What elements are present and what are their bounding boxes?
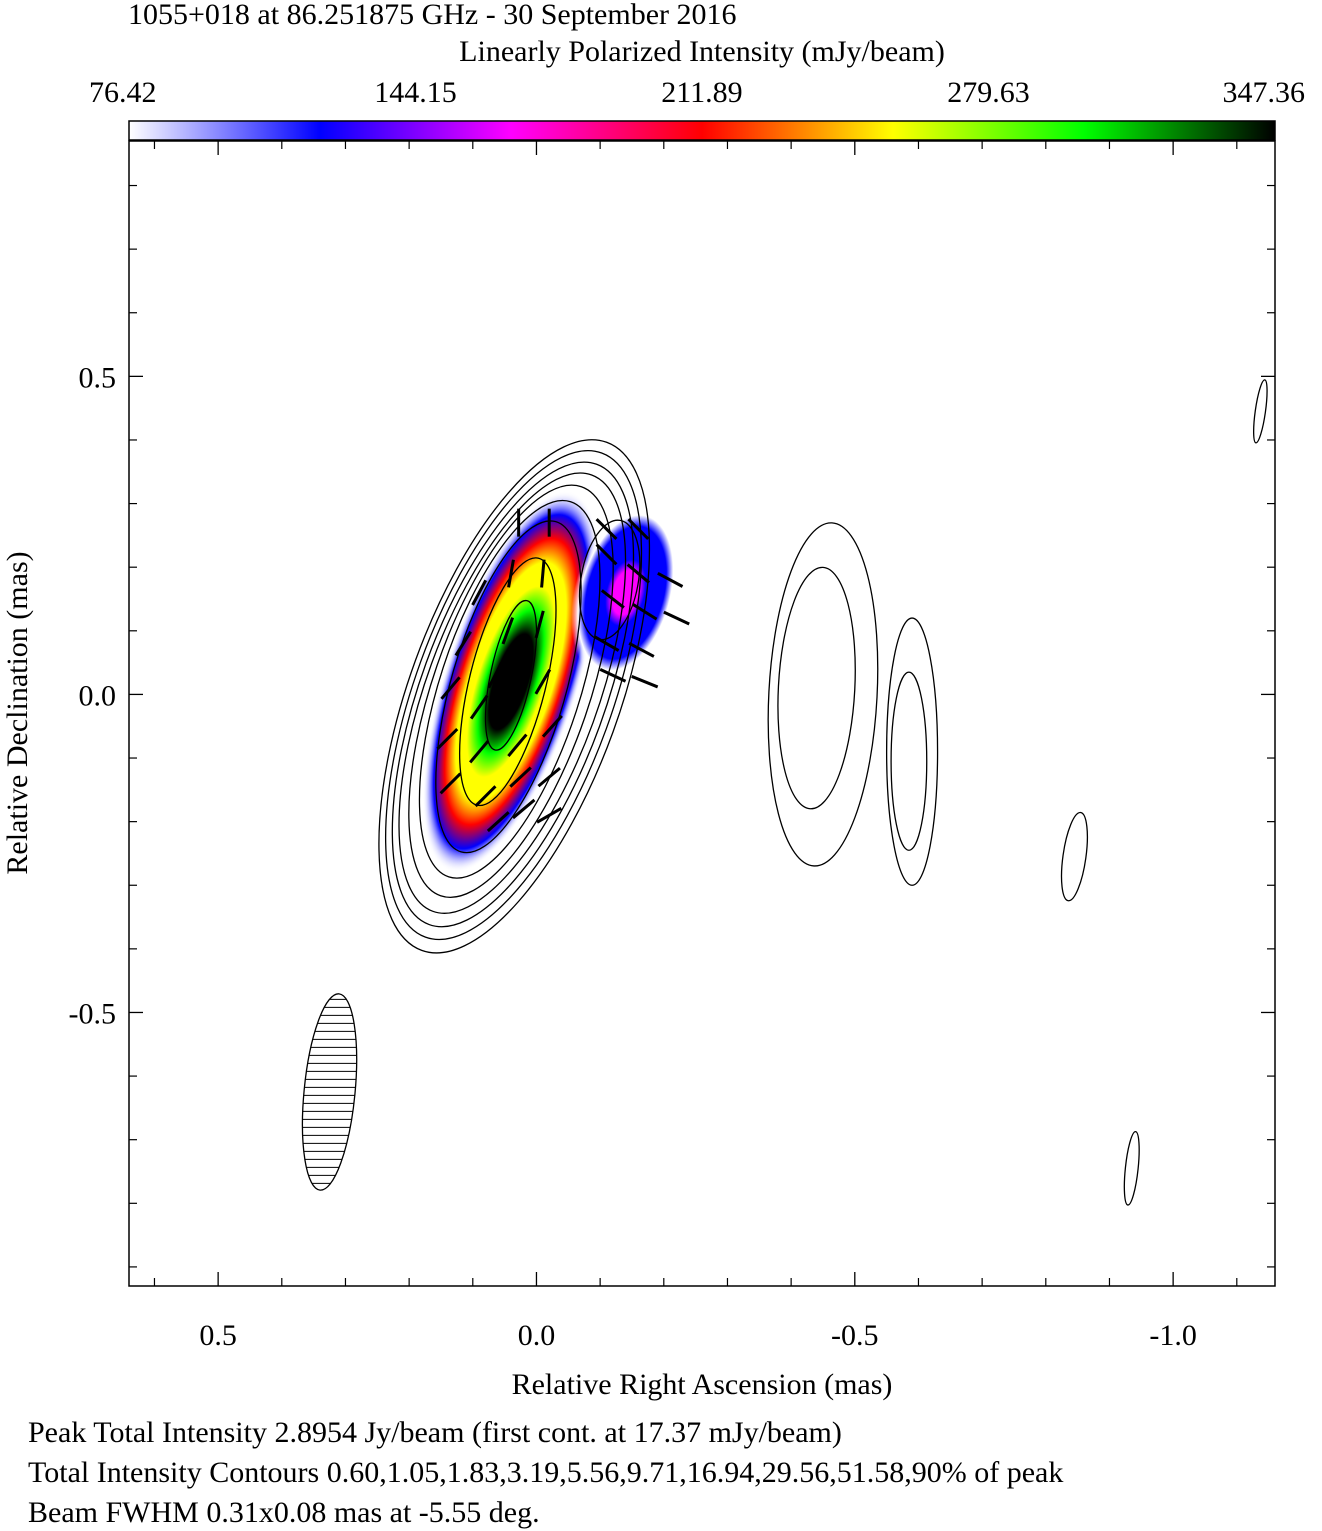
evpa-tick	[513, 642, 528, 670]
evpa-tick	[540, 559, 546, 588]
evpa-tick	[501, 617, 515, 645]
evpa-tick	[632, 603, 658, 621]
x-tick-label: 0.0	[518, 1319, 556, 1352]
colorbar-tick-label: 76.42	[89, 76, 157, 109]
evpa-tick	[487, 662, 503, 689]
evpa-tick	[663, 610, 690, 626]
evpa-tick	[509, 766, 532, 788]
evpa-tick	[541, 714, 563, 738]
evpa-tick	[657, 572, 684, 588]
evpa-tick	[536, 806, 563, 824]
x-tick-label: 0.5	[199, 1319, 237, 1352]
footer-peak-intensity: Peak Total Intensity 2.8954 Jy/beam (fir…	[28, 1416, 842, 1449]
polarized-component	[1056, 715, 1086, 788]
contour-line	[885, 617, 939, 886]
colorbar-tick-label: 211.89	[661, 76, 742, 109]
evpa-tick	[469, 694, 489, 720]
y-tick-label: 0.5	[79, 361, 117, 394]
contour-line	[484, 599, 538, 751]
colorbar-tick-label: 144.15	[374, 76, 457, 109]
total-intensity-contours	[378, 379, 1268, 1206]
evpa-tick	[537, 766, 561, 788]
contour-line	[391, 461, 635, 928]
y-tick-label: -0.5	[69, 997, 117, 1030]
contour-line	[1252, 379, 1268, 444]
plot-frame	[128, 140, 1276, 1287]
contour-line	[1123, 1130, 1140, 1206]
colorbar-tick-labels: 76.42 144.15 211.89 279.63 347.36	[89, 76, 1305, 109]
colorbar	[128, 120, 1276, 141]
y-axis-label: Relative Declination (mas)	[1, 551, 34, 874]
x-tick-label: -1.0	[1149, 1319, 1197, 1352]
evpa-tick	[627, 518, 650, 540]
contour-line	[435, 520, 582, 854]
contour-line	[418, 499, 601, 879]
evpa-tick	[595, 518, 618, 540]
evpa-tick	[469, 739, 490, 764]
evpa-tick	[600, 589, 625, 609]
evpa-tick	[631, 675, 659, 689]
contour-line	[890, 671, 928, 851]
footer-beam-fwhm: Beam FWHM 0.31x0.08 mas at -5.55 deg.	[28, 1496, 540, 1529]
figure-title: 1055+018 at 86.251875 GHz - 30 September…	[128, 0, 737, 31]
contour-line	[398, 472, 627, 914]
evpa-tick	[471, 579, 488, 606]
evpa-tick	[486, 811, 510, 833]
axes: 0.5 0.0 -0.5 -1.0 0.5 0.0 -0.5	[69, 141, 1275, 1352]
evpa-tick	[502, 681, 520, 708]
colorbar-tick-label: 347.36	[1223, 76, 1306, 109]
evpa-tick	[628, 641, 655, 658]
evpa-tick	[507, 559, 515, 588]
beam-outline	[301, 993, 358, 1191]
contour-line	[384, 449, 643, 941]
evpa-tick	[534, 610, 545, 639]
evpa-tick	[626, 563, 651, 584]
evpa-tick	[534, 668, 552, 695]
evpa-tick	[595, 543, 618, 566]
y-tick-label: 0.0	[79, 679, 117, 712]
colorbar-tick-label: 279.63	[947, 76, 1030, 109]
colorbar-title: Linearly Polarized Intensity (mJy/beam)	[459, 35, 945, 68]
x-tick-label: -0.5	[831, 1319, 879, 1352]
evpa-tick	[439, 772, 462, 795]
x-axis-label: Relative Right Ascension (mas)	[512, 1368, 893, 1401]
contour-line	[378, 439, 651, 954]
contour-line	[1060, 811, 1089, 902]
contour-line	[777, 566, 856, 810]
evpa-tick	[512, 798, 536, 820]
evpa-tick	[440, 676, 461, 700]
evpa-tick	[436, 727, 459, 750]
contour-line	[767, 522, 879, 867]
contour-line	[408, 484, 614, 898]
evpa-tick	[474, 785, 497, 808]
evpa-vectors	[436, 508, 690, 833]
evpa-tick	[454, 630, 472, 657]
evpa-tick	[593, 635, 620, 652]
evpa-tick	[599, 668, 627, 683]
footer-contour-levels: Total Intensity Contours 0.60,1.05,1.83,…	[28, 1456, 1064, 1489]
polarized-component	[422, 490, 600, 873]
evpa-tick	[507, 733, 528, 757]
